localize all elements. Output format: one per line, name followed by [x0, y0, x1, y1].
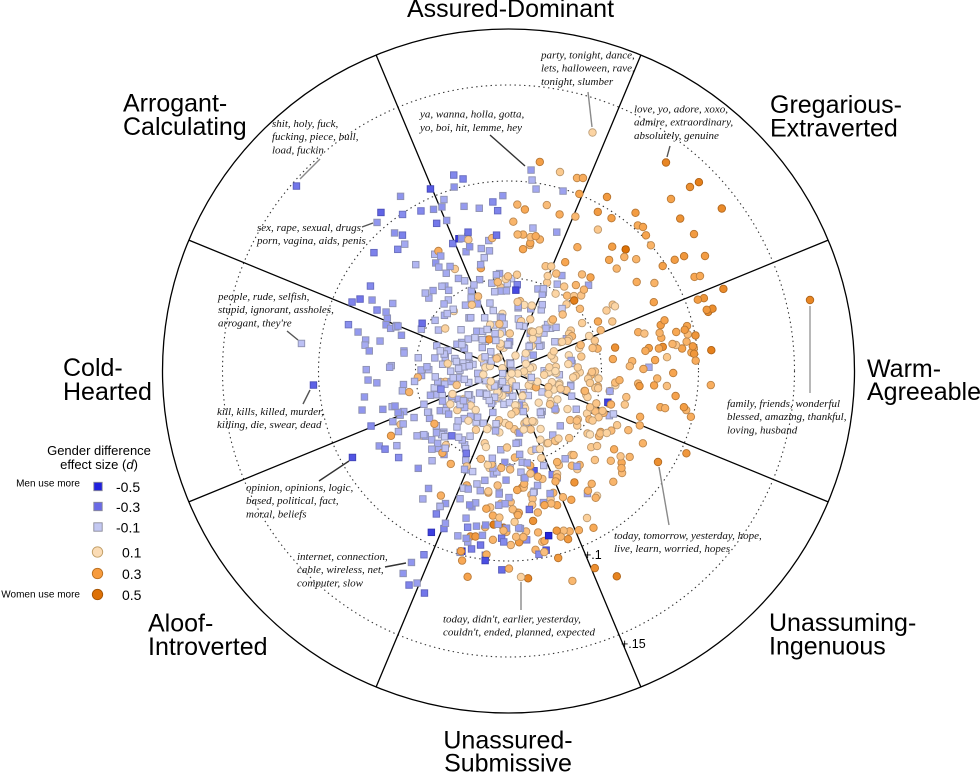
svg-text:Gender difference: Gender difference — [47, 443, 151, 458]
svg-text:Calculating: Calculating — [123, 113, 247, 141]
svg-text:Unassured-: Unassured- — [443, 727, 572, 755]
svg-text:Submissive: Submissive — [444, 750, 572, 774]
svg-text:Arrogant-: Arrogant- — [123, 90, 227, 118]
svg-text:Gregarious-: Gregarious- — [770, 91, 902, 119]
svg-text:opinion, opinions, logic,: opinion, opinions, logic, — [246, 482, 354, 494]
svg-text:Women use more: Women use more — [1, 590, 80, 601]
svg-text:Extraverted: Extraverted — [770, 115, 898, 143]
svg-text:admire, extraordinary,: admire, extraordinary, — [634, 117, 733, 129]
svg-text:-0.3: -0.3 — [116, 499, 140, 515]
svg-text:Warm-: Warm- — [867, 355, 941, 383]
svg-text:computer, slow: computer, slow — [297, 577, 364, 589]
svg-text:Cold-: Cold- — [63, 354, 123, 382]
svg-text:love, yo, adore, xoxo,: love, yo, adore, xoxo, — [634, 104, 728, 116]
svg-text:porn, vagina, aids, penis: porn, vagina, aids, penis — [256, 235, 366, 247]
svg-text:internet, connection,: internet, connection, — [297, 551, 388, 563]
svg-text:yo, boi, hit, lemme, hey: yo, boi, hit, lemme, hey — [419, 122, 522, 134]
svg-text:0.5: 0.5 — [122, 587, 142, 603]
svg-text:Agreeable: Agreeable — [867, 378, 980, 406]
svg-text:today, tomorrow, yesterday, ho: today, tomorrow, yesterday, hope, — [614, 530, 762, 542]
svg-text:moral, beliefs: moral, beliefs — [246, 508, 307, 520]
svg-text:live, learn, worried, hopes: live, learn, worried, hopes — [614, 543, 730, 555]
svg-text:load, fuckin: load, fuckin — [272, 144, 324, 156]
svg-text:+.1: +.1 — [584, 548, 602, 562]
svg-text:0.1: 0.1 — [122, 545, 142, 561]
svg-text:Introverted: Introverted — [148, 633, 268, 661]
svg-text:killing, die, swear, dead: killing, die, swear, dead — [217, 419, 322, 431]
svg-text:stupid, ignorant, assholes,: stupid, ignorant, assholes, — [218, 304, 334, 316]
svg-text:-0.1: -0.1 — [116, 520, 140, 536]
svg-text:people, rude, selfish,: people, rude, selfish, — [217, 291, 310, 303]
svg-text:family, friends, wonderful: family, friends, wonderful — [727, 398, 840, 410]
svg-text:absolutely, genuine: absolutely, genuine — [634, 130, 719, 142]
svg-text:Hearted: Hearted — [63, 378, 152, 406]
svg-text:ya, wanna, holla, gotta,: ya, wanna, holla, gotta, — [419, 109, 524, 121]
svg-text:arrogant, they're: arrogant, they're — [218, 317, 292, 329]
svg-text:Aloof-: Aloof- — [148, 610, 213, 638]
svg-text:Unassuming-: Unassuming- — [769, 609, 916, 637]
svg-text:+.15: +.15 — [621, 637, 646, 651]
svg-text:shit, holy, fuck,: shit, holy, fuck, — [272, 118, 339, 130]
svg-text:sex, rape, sexual, drugs,: sex, rape, sexual, drugs, — [257, 222, 364, 234]
svg-text:today, didn't, earlier, yester: today, didn't, earlier, yesterday, — [443, 613, 581, 625]
svg-text:cable, wireless, net,: cable, wireless, net, — [297, 564, 384, 576]
svg-text:-0.5: -0.5 — [116, 479, 140, 495]
svg-text:Ingenuous: Ingenuous — [769, 633, 886, 661]
svg-text:Men use more: Men use more — [16, 479, 80, 490]
svg-text:tonight, slumber: tonight, slumber — [541, 76, 614, 88]
svg-text:Assured-Dominant: Assured-Dominant — [407, 0, 614, 23]
svg-text:party, tonight, dance,: party, tonight, dance, — [540, 50, 635, 62]
svg-text:0.3: 0.3 — [122, 566, 142, 582]
svg-text:blessed, amazing, thankful,: blessed, amazing, thankful, — [727, 411, 847, 423]
svg-text:based, political, fact,: based, political, fact, — [246, 495, 339, 507]
svg-text:lets, halloween, rave,: lets, halloween, rave, — [541, 63, 635, 75]
svg-text:kill, kills, killed, murder,: kill, kills, killed, murder, — [217, 406, 324, 418]
svg-text:loving, husband: loving, husband — [727, 424, 798, 436]
svg-text:effect size (d): effect size (d) — [60, 457, 138, 472]
svg-text:fucking, piece, bull,: fucking, piece, bull, — [272, 131, 359, 143]
svg-text:couldn't, ended, planned, expe: couldn't, ended, planned, expected — [443, 627, 596, 639]
